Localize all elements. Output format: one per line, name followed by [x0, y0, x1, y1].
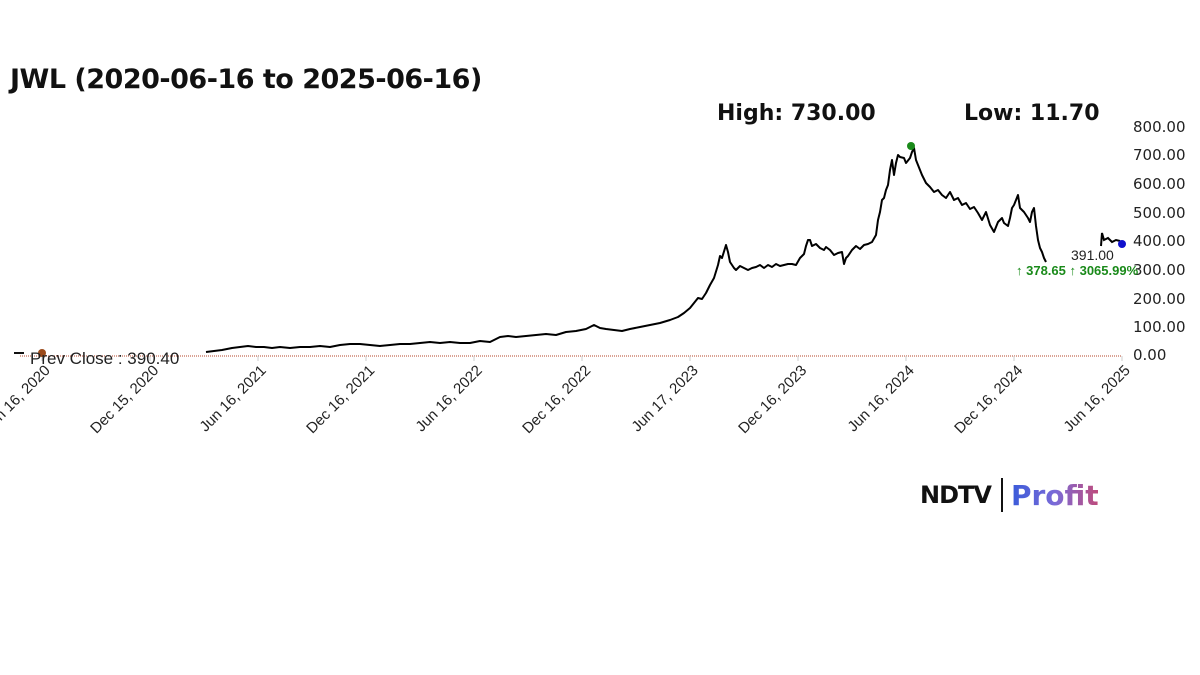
change-label: ↑ 378.65 ↑ 3065.99%	[1016, 263, 1139, 278]
y-tick-label: 500.00	[1133, 204, 1186, 222]
y-tick-label: 400.00	[1133, 232, 1186, 250]
prev-close-label: Prev Close : 390.40	[30, 349, 180, 368]
ndtv-profit-logo: NDTV Profit	[920, 478, 1099, 512]
y-tick-label: 700.00	[1133, 146, 1186, 164]
high-label: High: 730.00	[717, 101, 876, 126]
logo-divider	[1000, 478, 1003, 512]
logo-brand: NDTV	[920, 481, 992, 509]
y-tick-label: 0.00	[1133, 346, 1167, 364]
start-marker-icon	[38, 349, 46, 357]
high-marker-icon	[907, 142, 915, 150]
y-tick-label: 300.00	[1133, 261, 1186, 279]
chart-title: JWL (2020-06-16 to 2025-06-16)	[10, 64, 482, 95]
y-tick-label: 600.00	[1133, 175, 1186, 193]
price-line	[205, 147, 1047, 353]
last-price-label: 391.00	[1071, 247, 1114, 263]
low-label: Low: 11.70	[964, 101, 1100, 126]
price-line-tail	[1100, 232, 1121, 247]
y-tick-label: 800.00	[1133, 118, 1186, 136]
last-price-marker-icon	[1118, 240, 1126, 248]
logo-sub: Profit	[1010, 478, 1099, 512]
x-tick-marks	[41, 356, 1123, 361]
y-tick-label: 100.00	[1133, 318, 1186, 336]
y-tick-label: 200.00	[1133, 290, 1186, 308]
